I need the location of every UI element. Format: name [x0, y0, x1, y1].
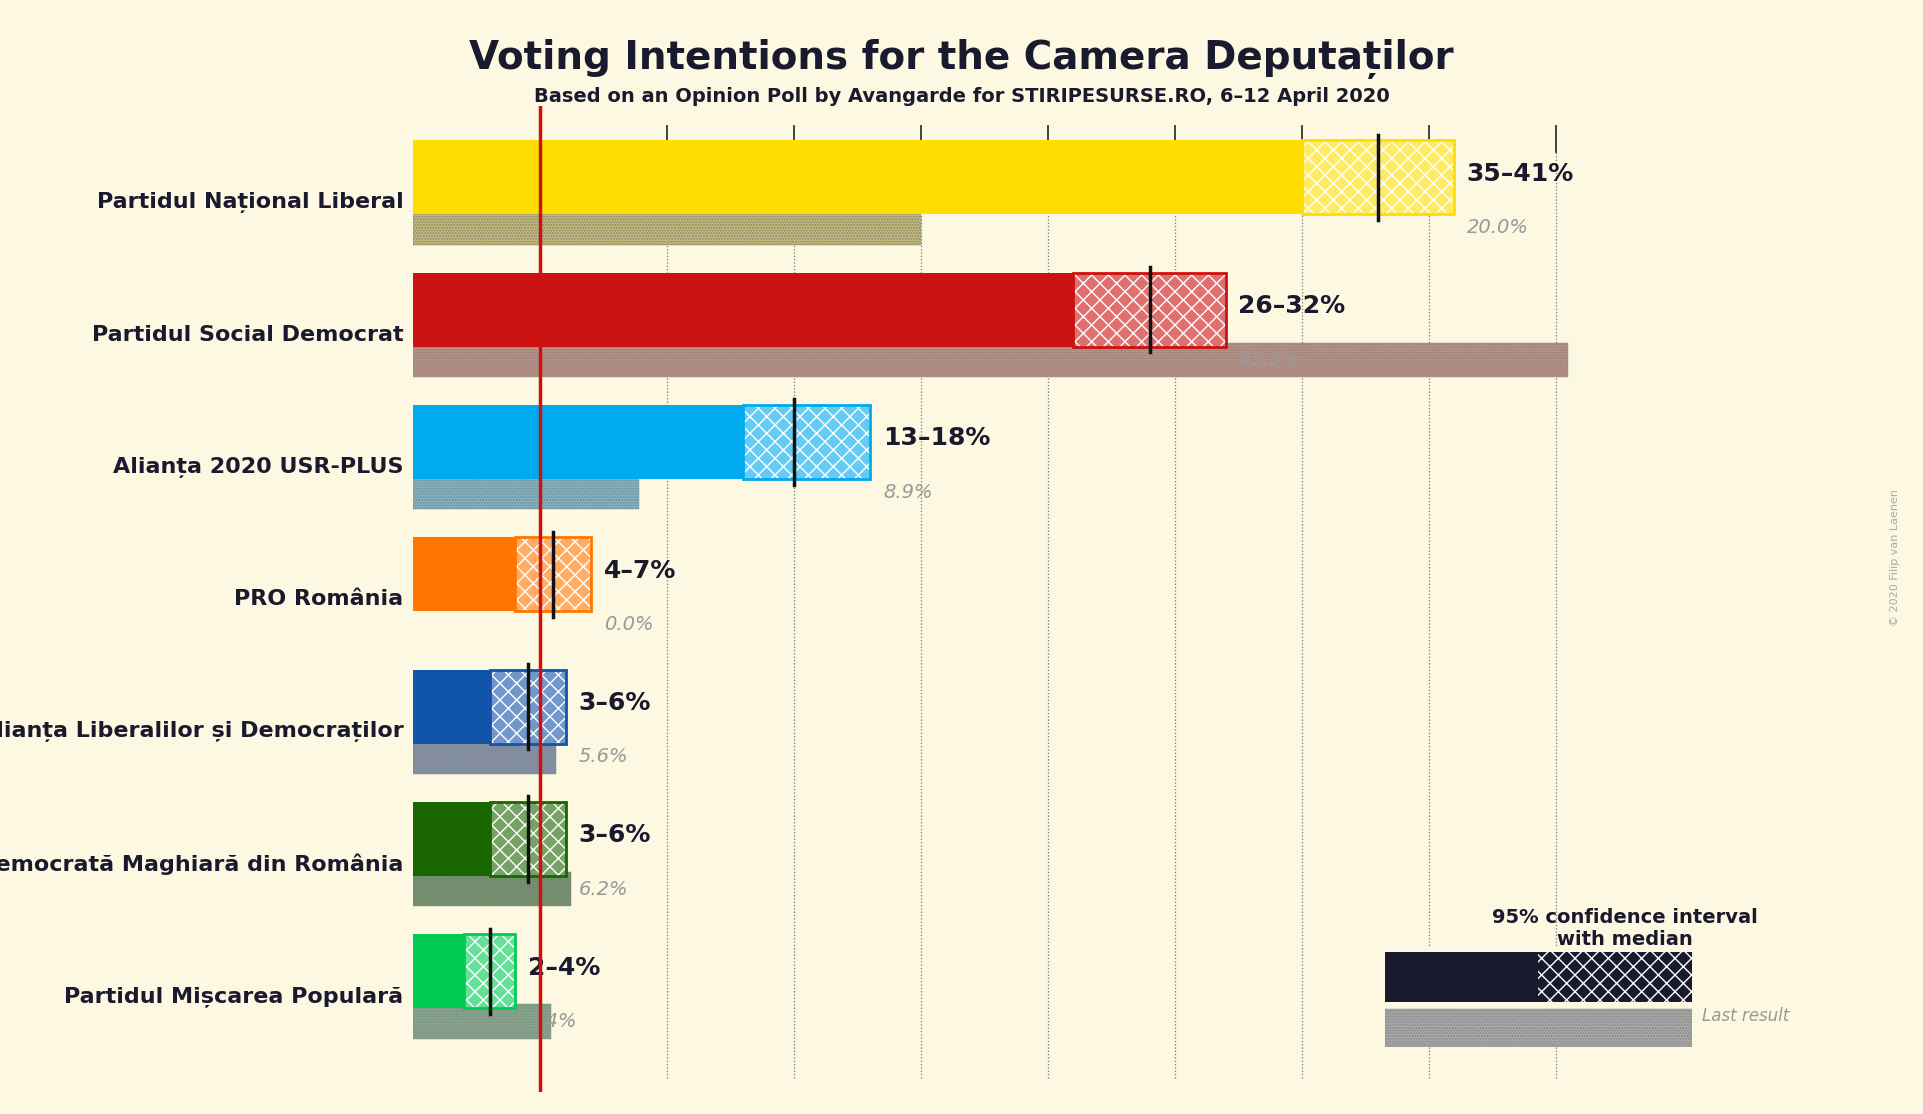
Bar: [413, 802, 490, 876]
Text: 35–41%: 35–41%: [1467, 162, 1575, 186]
Bar: [744, 404, 871, 479]
Bar: [413, 1005, 550, 1038]
Text: 95% confidence interval
with median: 95% confidence interval with median: [1492, 908, 1758, 949]
Text: Partidul Național Liberal: Partidul Național Liberal: [96, 192, 404, 213]
Bar: [490, 670, 565, 744]
Bar: [744, 404, 871, 479]
Text: 45.5%: 45.5%: [1238, 351, 1300, 370]
Bar: [744, 404, 871, 479]
Bar: [1302, 140, 1454, 214]
Bar: [490, 802, 565, 876]
Bar: [413, 740, 556, 774]
Bar: [413, 404, 744, 479]
Bar: [413, 1005, 550, 1038]
Text: 3–6%: 3–6%: [579, 691, 650, 715]
Text: Last result: Last result: [1702, 1007, 1788, 1025]
Bar: [1073, 273, 1225, 346]
Bar: [490, 802, 565, 876]
Bar: [413, 670, 490, 744]
Bar: [463, 935, 515, 1008]
Text: Uniunea Democrată Maghiară din România: Uniunea Democrată Maghiară din România: [0, 853, 404, 874]
Text: 5.6%: 5.6%: [579, 747, 629, 766]
Bar: [515, 537, 590, 612]
Text: Partidul Social Democrat: Partidul Social Democrat: [92, 325, 404, 344]
Bar: [463, 935, 515, 1008]
Text: Alianța 2020 USR-PLUS: Alianța 2020 USR-PLUS: [113, 457, 404, 478]
Text: 13–18%: 13–18%: [883, 427, 990, 450]
Bar: [490, 670, 565, 744]
Text: Partidul Alianța Liberalilor și Democraților: Partidul Alianța Liberalilor și Democraț…: [0, 721, 404, 742]
Text: 3–6%: 3–6%: [579, 823, 650, 848]
Bar: [413, 872, 571, 907]
Bar: [1073, 273, 1225, 346]
Bar: [490, 670, 565, 744]
Bar: [1538, 951, 1692, 1003]
Text: 8.9%: 8.9%: [883, 482, 933, 501]
Bar: [490, 802, 565, 876]
Bar: [515, 537, 590, 612]
Bar: [413, 740, 556, 774]
Text: Based on an Opinion Poll by Avangarde for STIRIPESURSE.RO, 6–12 April 2020: Based on an Opinion Poll by Avangarde fo…: [533, 87, 1390, 106]
Bar: [490, 670, 565, 744]
Bar: [413, 140, 1302, 214]
Bar: [1302, 140, 1454, 214]
Text: 2–4%: 2–4%: [527, 956, 600, 979]
Bar: [1073, 273, 1225, 346]
Bar: [1385, 951, 1538, 1003]
Text: Voting Intentions for the Camera Deputaților: Voting Intentions for the Camera Deputaț…: [469, 39, 1454, 79]
Text: 0.0%: 0.0%: [604, 615, 654, 634]
Bar: [490, 802, 565, 876]
Bar: [1385, 1009, 1692, 1047]
Text: 5.4%: 5.4%: [527, 1013, 577, 1032]
Bar: [1073, 273, 1225, 346]
Bar: [413, 273, 1073, 346]
Bar: [1538, 951, 1692, 1003]
Text: 6.2%: 6.2%: [579, 880, 629, 899]
Bar: [1302, 140, 1454, 214]
Bar: [463, 935, 515, 1008]
Text: © 2020 Filip van Laenen: © 2020 Filip van Laenen: [1890, 489, 1900, 625]
Bar: [413, 872, 571, 907]
Text: 20.0%: 20.0%: [1467, 218, 1529, 237]
Bar: [463, 935, 515, 1008]
Bar: [744, 404, 871, 479]
Bar: [413, 537, 515, 612]
Bar: [1302, 140, 1454, 214]
Bar: [1385, 1009, 1692, 1047]
Bar: [515, 537, 590, 612]
Bar: [413, 343, 1569, 378]
Text: PRO România: PRO România: [235, 589, 404, 609]
Bar: [413, 211, 921, 245]
Text: 26–32%: 26–32%: [1238, 294, 1346, 317]
Bar: [413, 343, 1569, 378]
Bar: [515, 537, 590, 612]
Bar: [413, 935, 463, 1008]
Text: Partidul Mișcarea Populară: Partidul Mișcarea Populară: [63, 986, 404, 1007]
Bar: [413, 475, 638, 509]
Text: 4–7%: 4–7%: [604, 558, 677, 583]
Bar: [413, 211, 921, 245]
Bar: [413, 475, 638, 509]
